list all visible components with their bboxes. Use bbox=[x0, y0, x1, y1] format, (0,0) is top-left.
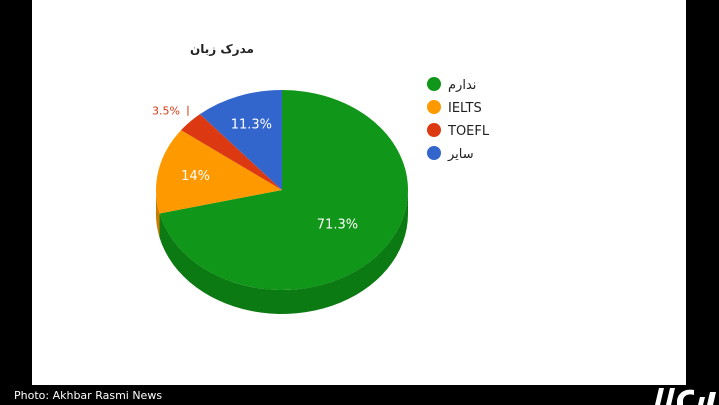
pie-slice-2 bbox=[181, 114, 282, 190]
legend-label-1: IELTS bbox=[448, 101, 482, 116]
pie-slice-1 bbox=[156, 130, 282, 214]
legend-marker-1 bbox=[427, 100, 441, 114]
legend-marker-2 bbox=[427, 123, 441, 137]
pie-side-1 bbox=[156, 190, 160, 238]
pie-chart: 71.3% 14% 3.5% 11.3% ندارم IELTS TOEFL سایر bbox=[152, 77, 490, 314]
pie-side-0 bbox=[159, 190, 408, 314]
legend-label-0: ندارم bbox=[448, 78, 476, 93]
slice-label-1: 14% bbox=[181, 169, 210, 184]
slice-label-3: 11.3% bbox=[231, 117, 272, 132]
chart-title: مدرک زبان bbox=[190, 42, 254, 56]
slice-label-2: 3.5% bbox=[152, 105, 180, 118]
pie-slice-0 bbox=[159, 90, 408, 290]
chart-panel: 71.3% 14% 3.5% 11.3% ندارم IELTS TOEFL سایر مدر… bbox=[32, 0, 686, 385]
legend-label-3: سایر bbox=[447, 147, 474, 162]
agency-logo bbox=[655, 388, 716, 405]
legend-label-2: TOEFL bbox=[447, 124, 490, 139]
pie-slice-3 bbox=[199, 90, 282, 190]
slice-label-0: 71.3% bbox=[317, 218, 358, 233]
photo-credit: Photo: Akhbar Rasmi News bbox=[14, 389, 163, 402]
legend-marker-0 bbox=[427, 77, 441, 91]
legend-marker-3 bbox=[427, 146, 441, 160]
